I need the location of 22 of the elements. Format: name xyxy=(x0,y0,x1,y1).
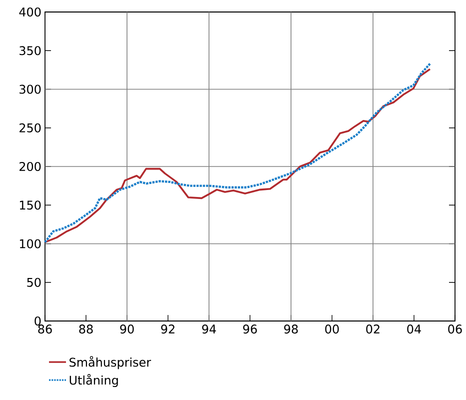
x-tick-label: 86 xyxy=(38,324,52,334)
x-tick-label: 96 xyxy=(243,324,257,334)
x-tick-label: 94 xyxy=(202,324,216,334)
x-tick-label: 98 xyxy=(284,324,298,334)
x-tick-label: 06 xyxy=(448,324,462,334)
x-tick-label: 04 xyxy=(407,324,421,334)
y-tick-label: 400 xyxy=(19,7,41,17)
x-tick-label: 90 xyxy=(120,324,134,334)
y-tick-label: 100 xyxy=(20,239,41,248)
y-tick-label: 300 xyxy=(20,84,41,94)
y-tick-label: 0 xyxy=(34,316,41,326)
legend-label: Småhuspriser xyxy=(70,356,152,370)
x-tick-label: 02 xyxy=(366,324,380,334)
legend-label: Utlåning xyxy=(70,374,118,388)
y-tick-label: 50 xyxy=(27,278,41,287)
x-tick-label: 92 xyxy=(161,324,174,334)
y-tick-label: 250 xyxy=(20,123,41,132)
y-tick-label: 200 xyxy=(20,162,41,172)
y-tick-label: 150 xyxy=(20,200,41,210)
y-tick-label: 350 xyxy=(20,46,41,56)
x-tick-label: 88 xyxy=(79,324,93,334)
x-tick-label: 00 xyxy=(325,324,339,334)
